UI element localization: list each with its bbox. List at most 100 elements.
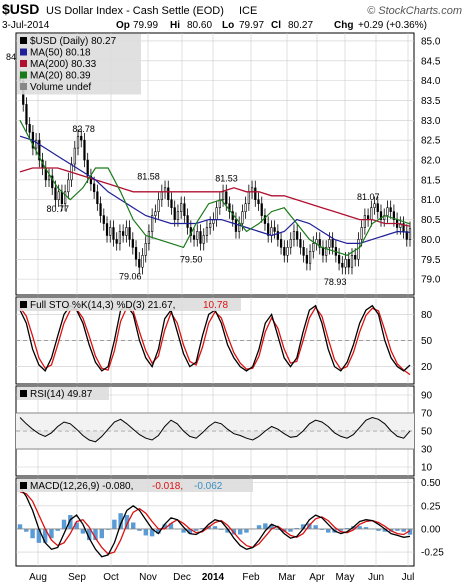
quote-label: Hi (170, 20, 180, 31)
price-candle (96, 191, 99, 204)
macd-histogram-bar (326, 528, 331, 533)
macd-histogram-bar (382, 528, 388, 532)
macd-histogram-bar (124, 515, 130, 529)
month-label: Aug (29, 572, 47, 583)
quote-value: 80.60 (187, 20, 212, 31)
price-annotation: 81.53 (215, 174, 238, 184)
price-candle (99, 203, 102, 216)
instrument-name: US Dollar Index - Cash Settle (EOD) (46, 5, 224, 17)
macd-histogram-bar (156, 528, 161, 534)
price-candle (363, 215, 366, 228)
price-candle (173, 207, 176, 220)
macd-histogram-bar (256, 525, 262, 529)
legend-swatch (20, 37, 27, 44)
price-candle (405, 231, 408, 240)
price-candle (125, 227, 128, 236)
price-candle (86, 159, 89, 177)
macd-histogram-bar (74, 522, 79, 529)
price-candle (318, 239, 321, 248)
rsi-panel: 90 70 50 30 10 RSI(14) 49.87 (15, 385, 433, 477)
price-candle (228, 203, 231, 212)
month-label: Sep (68, 572, 86, 583)
ma200-line (19, 167, 411, 227)
legend-label: MACD(12,26,9) -0.080, (30, 481, 133, 492)
price-annotation: 84 (6, 52, 16, 62)
month-label: Jun (368, 572, 384, 583)
price-candle (247, 191, 250, 204)
price-candle (379, 211, 383, 220)
legend-swatch (20, 60, 27, 67)
price-candle (347, 258, 350, 268)
price-annotation: 78.93 (324, 277, 347, 287)
macd-histogram-bar (237, 528, 243, 535)
price-candle (51, 175, 54, 189)
price-candle (141, 255, 144, 268)
month-label: May (336, 572, 355, 583)
price-candle (28, 124, 31, 133)
legend-label: MA(200) 80.33 (30, 59, 97, 70)
legend-label: MA(20) 80.39 (30, 71, 91, 82)
brand-watermark: © StockCharts.com (367, 5, 462, 17)
price-candle (283, 247, 286, 256)
price-candle (109, 227, 112, 236)
y-tick-label: 84.5 (421, 56, 441, 67)
y-tick-label: 84.0 (421, 76, 441, 87)
price-annotation: 79.50 (180, 254, 203, 264)
quote-label: Lo (222, 20, 234, 31)
legend-box (17, 479, 253, 492)
price-candle (257, 199, 260, 204)
price-candle (392, 211, 395, 220)
price-candle (331, 239, 334, 248)
y-tick-label: 82.5 (421, 136, 441, 147)
macd-histogram-bar (219, 528, 224, 530)
macd-histogram-bar (162, 524, 167, 529)
macd-histogram-bar (344, 528, 350, 529)
price-candle (160, 191, 163, 201)
price-candle (209, 223, 212, 228)
price-candle (370, 207, 373, 220)
price-candle (289, 239, 292, 248)
price-candle (328, 239, 331, 248)
legend-label: Full STO %K(14,3) %D(3) 21.67, (30, 300, 175, 311)
y-tick-label: 90 (421, 391, 433, 402)
macd-histogram-bar (61, 519, 67, 529)
ma50-line (19, 135, 411, 244)
y-tick-label: 81.5 (421, 175, 441, 186)
y-tick-label: 0.50 (421, 478, 441, 489)
macd-histogram-bar (244, 528, 249, 533)
price-candle (35, 139, 38, 149)
legend-box (17, 34, 141, 95)
macd-histogram-bar (24, 528, 29, 532)
price-annotation: 81.07 (357, 192, 380, 202)
date-label: 3-Jul-2014 (2, 20, 50, 31)
price-candle (267, 223, 270, 236)
month-axis: Aug Sep Oct Nov Dec 2014 Feb Mar Apr May Jun Jul (29, 572, 414, 583)
price-candle (225, 191, 228, 204)
price-candle (54, 187, 57, 201)
price-candle (389, 207, 392, 212)
macd-histogram-bar (181, 528, 186, 533)
price-candle (186, 215, 189, 228)
price-annotation: 82.78 (72, 124, 95, 134)
y-tick-label: 81.0 (421, 195, 441, 206)
month-label: Dec (173, 572, 191, 583)
y-tick-label: 80 (421, 310, 433, 321)
y-tick-label: 85.0 (421, 36, 441, 47)
price-candle (221, 191, 225, 201)
price-candle (312, 243, 315, 252)
price-annotation: 79.06 (119, 272, 142, 282)
price-candle (138, 258, 141, 268)
month-label: 2014 (202, 572, 225, 583)
macd-histogram-bar (395, 528, 400, 531)
macd-histogram-bar (149, 528, 155, 537)
legend-label: Volume undef (30, 82, 91, 93)
price-candle (115, 239, 118, 244)
y-tick-label: 70 (421, 409, 433, 420)
y-tick-label: 50 (421, 427, 433, 438)
price-candle (299, 239, 302, 248)
price-candle (154, 211, 157, 216)
price-candle (292, 231, 296, 240)
price-candle (80, 135, 83, 141)
sto-d-line (19, 306, 411, 376)
price-panel: 85.0 84.5 84.0 83.5 83.0 82.5 82.0 81.5 81.0 80.5… (6, 32, 441, 296)
